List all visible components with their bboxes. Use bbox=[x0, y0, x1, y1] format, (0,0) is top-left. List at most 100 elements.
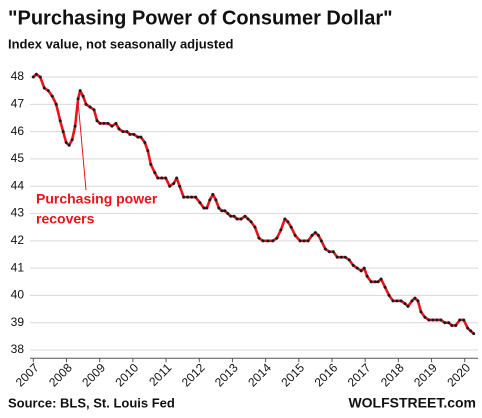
annotation-arrow bbox=[77, 100, 87, 191]
point bbox=[164, 176, 168, 180]
point bbox=[335, 255, 339, 259]
point bbox=[172, 181, 176, 185]
source: Source: BLS, St. Louis Fed bbox=[8, 395, 175, 410]
point bbox=[403, 302, 407, 306]
point bbox=[146, 149, 150, 153]
point bbox=[73, 124, 77, 128]
point bbox=[229, 214, 233, 218]
point bbox=[323, 247, 327, 251]
point bbox=[351, 263, 355, 267]
point bbox=[406, 304, 410, 308]
point bbox=[190, 195, 194, 199]
point bbox=[182, 195, 186, 199]
point bbox=[355, 266, 359, 270]
x-tick-label: 2018 bbox=[378, 360, 407, 389]
point bbox=[435, 318, 439, 322]
point bbox=[410, 299, 414, 303]
point bbox=[217, 206, 221, 210]
point bbox=[395, 299, 399, 303]
point bbox=[289, 225, 293, 229]
point bbox=[110, 124, 114, 128]
point bbox=[121, 130, 125, 134]
y-tick-label: 43 bbox=[11, 206, 25, 220]
x-tick-label: 2007 bbox=[13, 360, 42, 389]
point bbox=[316, 233, 320, 237]
chart-title: "Purchasing Power of Consumer Dollar" bbox=[8, 7, 393, 29]
point bbox=[298, 239, 302, 243]
point bbox=[175, 176, 179, 180]
point bbox=[202, 206, 206, 210]
annotation: Purchasing power bbox=[36, 191, 158, 207]
point bbox=[194, 195, 198, 199]
point bbox=[302, 239, 306, 243]
point bbox=[143, 141, 147, 145]
point bbox=[458, 318, 462, 322]
point bbox=[413, 296, 417, 300]
point bbox=[114, 121, 118, 125]
point bbox=[439, 318, 443, 322]
point bbox=[168, 184, 172, 188]
point bbox=[443, 321, 447, 325]
point bbox=[271, 239, 275, 243]
point bbox=[38, 75, 42, 79]
point bbox=[34, 72, 38, 76]
point bbox=[232, 214, 236, 218]
point bbox=[419, 310, 423, 314]
x-tick-label: 2019 bbox=[411, 360, 440, 389]
point bbox=[156, 176, 160, 180]
point bbox=[243, 214, 247, 218]
point bbox=[31, 75, 35, 79]
x-tick-label: 2011 bbox=[146, 360, 174, 388]
point bbox=[149, 162, 153, 166]
point bbox=[279, 228, 283, 232]
y-tick-label: 41 bbox=[11, 260, 25, 274]
point bbox=[42, 86, 46, 90]
point bbox=[447, 321, 451, 325]
point bbox=[359, 269, 363, 273]
y-tick-label: 38 bbox=[11, 342, 25, 356]
point bbox=[427, 318, 431, 322]
x-tick-label: 2017 bbox=[345, 360, 374, 389]
point bbox=[95, 119, 99, 123]
point bbox=[67, 143, 71, 147]
point bbox=[223, 209, 227, 213]
point bbox=[379, 277, 383, 281]
point bbox=[205, 206, 209, 210]
point bbox=[365, 274, 369, 278]
point bbox=[132, 132, 136, 136]
point bbox=[76, 97, 80, 101]
point bbox=[226, 212, 230, 216]
point bbox=[50, 94, 54, 98]
x-tick-label: 2010 bbox=[112, 360, 141, 389]
point bbox=[347, 258, 351, 262]
point bbox=[362, 266, 366, 270]
y-tick-label: 40 bbox=[11, 288, 25, 302]
point bbox=[106, 121, 110, 125]
point bbox=[286, 220, 290, 224]
y-tick-label: 47 bbox=[11, 96, 25, 110]
point bbox=[387, 293, 391, 297]
point bbox=[198, 201, 202, 205]
x-tick-label: 2012 bbox=[179, 360, 208, 389]
point bbox=[153, 171, 157, 175]
x-tick-label: 2013 bbox=[212, 360, 241, 389]
point bbox=[128, 132, 132, 136]
point bbox=[450, 323, 454, 327]
y-tick-label: 48 bbox=[11, 69, 25, 83]
point bbox=[257, 236, 261, 240]
point bbox=[327, 250, 331, 254]
point bbox=[239, 217, 243, 221]
point bbox=[275, 236, 279, 240]
point bbox=[462, 318, 466, 322]
point bbox=[70, 138, 74, 142]
point bbox=[383, 285, 387, 289]
x-tick-label: 2014 bbox=[245, 360, 274, 389]
y-tick-label: 46 bbox=[11, 124, 25, 138]
x-tick-label: 2015 bbox=[278, 360, 307, 389]
point bbox=[266, 239, 270, 243]
point bbox=[261, 239, 265, 243]
y-tick-label: 44 bbox=[11, 178, 25, 192]
point bbox=[58, 119, 62, 123]
point bbox=[454, 323, 458, 327]
